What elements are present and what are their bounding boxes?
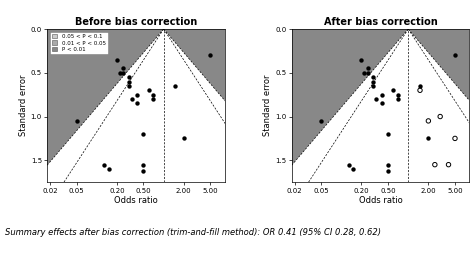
Y-axis label: Standard error: Standard error	[264, 75, 273, 136]
Polygon shape	[164, 29, 263, 182]
Point	[364, 71, 372, 75]
Point	[384, 169, 392, 173]
Point	[445, 163, 452, 167]
Point	[318, 119, 325, 123]
Point	[172, 84, 179, 88]
Text: Summary effects after bias correction (trim-and-fill method): OR 0.41 (95% CI 0.: Summary effects after bias correction (t…	[5, 228, 381, 237]
Point	[369, 79, 377, 84]
Point	[373, 97, 380, 101]
Point	[180, 136, 188, 140]
Point	[384, 163, 392, 167]
Point	[73, 119, 81, 123]
Point	[394, 97, 401, 101]
Point	[364, 66, 372, 70]
Point	[416, 84, 424, 88]
Legend: 0.05 < P < 0.1, 0.01 < P < 0.05, P < 0.01: 0.05 < P < 0.1, 0.01 < P < 0.05, P < 0.0…	[50, 32, 108, 54]
Y-axis label: Standard error: Standard error	[19, 75, 28, 136]
Point	[119, 66, 127, 70]
Point	[113, 58, 121, 62]
Point	[125, 75, 132, 79]
Point	[451, 53, 459, 57]
Title: Before bias correction: Before bias correction	[75, 17, 197, 27]
Title: After bias correction: After bias correction	[324, 17, 438, 27]
Point	[358, 58, 365, 62]
X-axis label: Odds ratio: Odds ratio	[114, 196, 158, 205]
Point	[369, 75, 377, 79]
Polygon shape	[408, 29, 474, 182]
Point	[125, 84, 132, 88]
X-axis label: Odds ratio: Odds ratio	[359, 196, 402, 205]
Point	[390, 88, 397, 92]
Polygon shape	[277, 29, 408, 182]
Point	[133, 93, 141, 97]
Point	[119, 71, 127, 75]
Point	[394, 93, 401, 97]
Point	[360, 71, 368, 75]
Polygon shape	[33, 29, 295, 182]
Polygon shape	[164, 29, 295, 182]
Polygon shape	[408, 29, 474, 182]
Point	[133, 101, 141, 106]
Point	[140, 169, 147, 173]
Point	[125, 79, 132, 84]
Point	[431, 163, 438, 167]
Point	[437, 114, 444, 119]
Point	[416, 88, 424, 92]
Point	[140, 163, 147, 167]
Point	[349, 167, 357, 171]
Point	[116, 71, 123, 75]
Point	[149, 93, 157, 97]
Point	[100, 163, 108, 167]
Point	[425, 119, 432, 123]
Point	[140, 132, 147, 136]
Point	[345, 163, 353, 167]
Point	[369, 84, 377, 88]
Point	[149, 97, 157, 101]
Point	[145, 88, 153, 92]
Point	[378, 93, 385, 97]
Point	[207, 53, 214, 57]
Point	[451, 136, 459, 140]
Point	[425, 136, 432, 140]
Polygon shape	[277, 29, 474, 182]
Polygon shape	[64, 29, 164, 182]
Point	[384, 132, 392, 136]
Polygon shape	[309, 29, 408, 182]
Point	[105, 167, 112, 171]
Point	[378, 101, 385, 106]
Point	[128, 97, 136, 101]
Polygon shape	[33, 29, 164, 182]
